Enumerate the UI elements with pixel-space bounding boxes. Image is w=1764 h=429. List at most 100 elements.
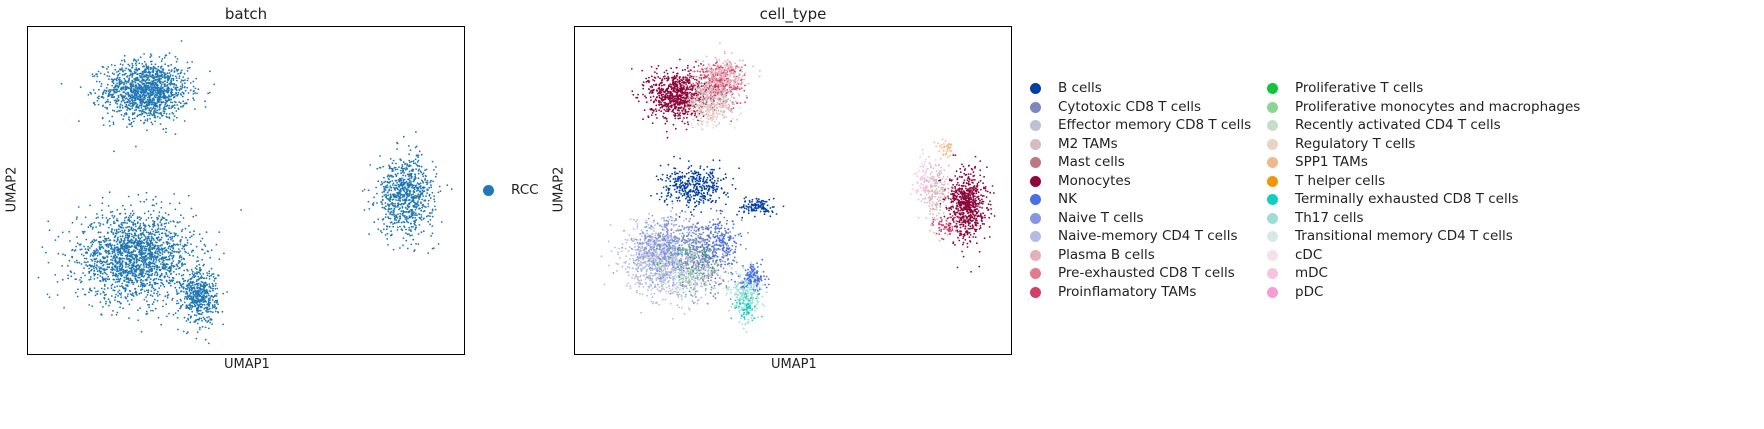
point: [154, 79, 157, 81]
point: [431, 225, 434, 227]
point: [413, 180, 415, 182]
point: [93, 221, 96, 224]
point: [177, 328, 179, 331]
point: [112, 96, 114, 99]
point: [110, 271, 112, 274]
point: [108, 78, 110, 80]
point: [121, 282, 124, 285]
point: [116, 285, 119, 288]
point: [428, 193, 431, 196]
point: [92, 89, 95, 91]
point: [397, 183, 400, 186]
point: [399, 212, 402, 215]
point: [112, 82, 115, 85]
point: [139, 56, 142, 59]
point: [133, 58, 136, 61]
point: [129, 270, 131, 272]
cell-type-title: cell_type: [759, 5, 827, 23]
point: [188, 288, 191, 291]
point: [95, 217, 98, 220]
point: [119, 285, 121, 288]
point: [143, 110, 145, 113]
point: [175, 84, 178, 87]
point: [659, 107, 662, 109]
point: [419, 186, 422, 188]
point: [162, 69, 164, 72]
point: [392, 204, 395, 207]
point: [195, 337, 198, 340]
point: [104, 106, 107, 109]
point: [150, 103, 153, 106]
point: [101, 196, 104, 199]
point: [135, 105, 138, 107]
point: [155, 258, 158, 261]
point: [121, 243, 124, 246]
point: [418, 150, 421, 153]
point: [153, 274, 156, 276]
point: [669, 83, 672, 85]
point: [169, 101, 172, 104]
point: [157, 101, 160, 103]
point: [153, 278, 155, 281]
point: [175, 268, 178, 270]
point: [89, 287, 91, 290]
point: [100, 246, 102, 249]
point: [166, 81, 169, 84]
point: [148, 233, 150, 236]
point: [176, 300, 179, 302]
point: [386, 186, 389, 189]
point: [136, 294, 138, 296]
point: [389, 158, 392, 160]
point: [413, 211, 415, 214]
point: [191, 271, 194, 273]
point: [84, 248, 87, 251]
point: [96, 100, 99, 102]
point: [101, 272, 104, 275]
point: [104, 92, 107, 95]
point: [172, 240, 174, 242]
point: [170, 238, 172, 241]
point: [159, 221, 162, 224]
point: [98, 95, 100, 98]
point: [167, 99, 170, 102]
point: [165, 54, 168, 57]
point: [160, 65, 163, 68]
point: [408, 170, 411, 173]
point: [401, 171, 404, 174]
point: [151, 286, 153, 289]
point: [422, 210, 425, 213]
point: [115, 278, 118, 281]
point: [183, 297, 186, 300]
point: [141, 99, 143, 102]
point: [139, 119, 142, 122]
point: [135, 278, 137, 281]
point: [363, 209, 366, 211]
point: [129, 100, 131, 103]
point: [156, 250, 159, 253]
point: [215, 277, 217, 280]
point: [427, 203, 430, 205]
point: [167, 65, 170, 67]
point: [153, 204, 155, 207]
point: [163, 222, 166, 225]
point: [194, 275, 197, 277]
point: [95, 252, 98, 255]
point: [106, 108, 108, 110]
point: [402, 203, 405, 206]
point: [170, 63, 173, 66]
point: [137, 244, 140, 247]
point: [145, 219, 148, 221]
point: [139, 279, 142, 282]
point: [391, 180, 394, 182]
point: [176, 292, 179, 295]
point: [141, 95, 143, 98]
point: [149, 255, 152, 258]
point: [123, 83, 125, 86]
point: [173, 93, 175, 96]
point: [660, 101, 662, 104]
point: [136, 248, 139, 251]
point: [156, 218, 159, 221]
point: [172, 279, 175, 282]
point: [107, 71, 109, 74]
point: [173, 235, 176, 238]
